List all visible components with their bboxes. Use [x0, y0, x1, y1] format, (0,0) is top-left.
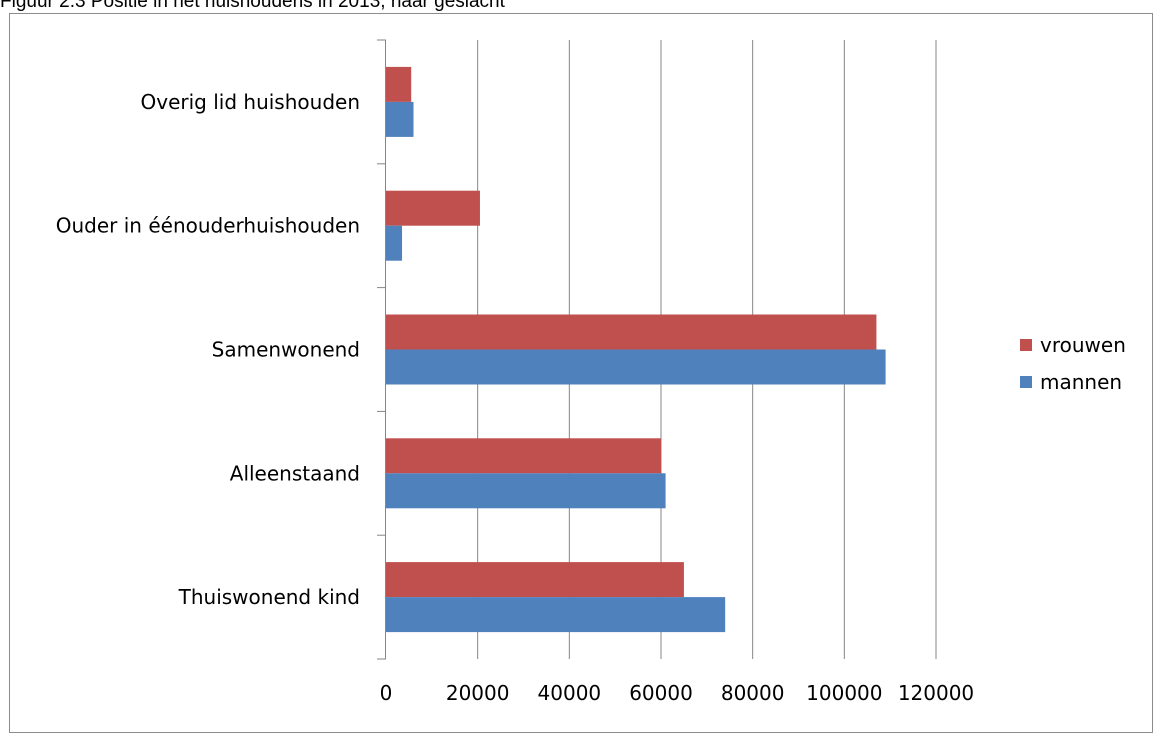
category-label: Alleenstaand: [230, 461, 360, 485]
legend-swatch-vrouwen: [1020, 339, 1032, 351]
x-tick-label: 20000: [446, 681, 510, 705]
legend: vrouwen mannen: [1020, 333, 1126, 394]
labels: 0 20000 40000 60000 80000 100000 120000 Thuiswo…: [56, 90, 974, 705]
bar-mannen: [386, 225, 403, 261]
x-tick-label: 0: [380, 681, 393, 705]
category-label: Overig lid huishouden: [141, 90, 360, 114]
x-tick-label: 60000: [629, 681, 693, 705]
bar-vrouwen: [386, 190, 480, 226]
legend-label-mannen: mannen: [1040, 370, 1122, 394]
bar-mannen: [386, 101, 414, 137]
bar-vrouwen: [386, 438, 661, 474]
bars: [386, 66, 886, 633]
x-tick-label: 100000: [806, 681, 882, 705]
legend-swatch-mannen: [1020, 376, 1032, 388]
bar-mannen: [386, 349, 886, 385]
bar-vrouwen: [386, 314, 877, 350]
legend-label-vrouwen: vrouwen: [1040, 333, 1126, 357]
category-label: Thuiswonend kind: [178, 585, 360, 609]
bar-mannen: [386, 473, 666, 509]
category-label: Samenwonend: [212, 338, 360, 362]
axes: [377, 39, 386, 660]
x-tick-label: 120000: [898, 681, 974, 705]
bar-mannen: [386, 597, 726, 633]
bar-vrouwen: [386, 562, 684, 598]
category-label: Ouder in éénouderhuishouden: [56, 214, 360, 238]
x-tick-label: 40000: [538, 681, 602, 705]
x-tick-label: 80000: [721, 681, 785, 705]
figure-caption: Figuur 2.3 Positie in het huishoudens in…: [0, 0, 505, 12]
bar-vrouwen: [386, 66, 412, 102]
